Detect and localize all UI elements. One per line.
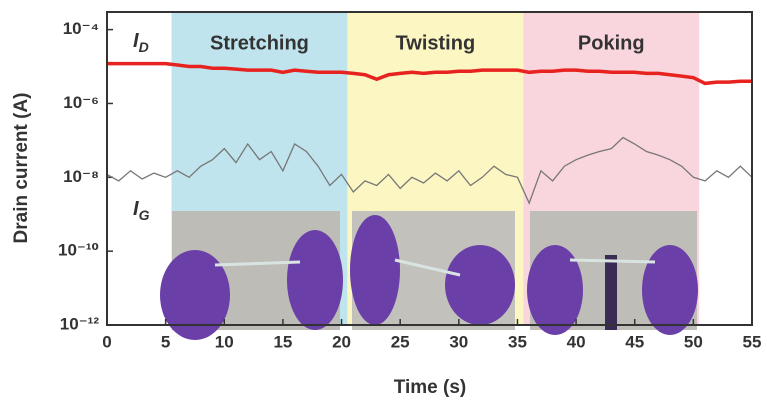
x-axis-title: Time (s) — [394, 377, 467, 398]
x-tick-label: 40 — [567, 332, 586, 351]
x-tick-label: 55 — [743, 332, 762, 351]
x-tick-label: 50 — [684, 332, 703, 351]
chart: Stretching Twisting Poking 0 5 10 15 20 25 30 35 40… — [0, 0, 767, 408]
y-tick-label: 10⁻¹² — [60, 314, 100, 333]
x-tick-label: 20 — [332, 332, 351, 351]
x-tick-label: 25 — [391, 332, 410, 351]
x-tick-label: 45 — [625, 332, 644, 351]
x-tick-label: 15 — [273, 332, 292, 351]
region-label: Poking — [578, 32, 645, 54]
photo — [350, 211, 515, 330]
region-label: Twisting — [396, 32, 476, 54]
photo — [527, 211, 698, 335]
y-axis-title: Drain current (A) — [11, 93, 32, 244]
y-tick-label: 10⁻¹⁰ — [58, 241, 99, 260]
x-tick-label: 10 — [215, 332, 234, 351]
series-label: ID — [133, 30, 149, 54]
x-tick-label: 30 — [449, 332, 468, 351]
x-tick-label: 0 — [102, 332, 111, 351]
x-tick-label: 5 — [161, 332, 170, 351]
y-tick-label: 10⁻⁸ — [63, 167, 99, 186]
y-tick-label: 10⁻⁴ — [63, 19, 99, 38]
y-tick-label: 10⁻⁶ — [63, 93, 99, 112]
photo — [160, 211, 343, 340]
series-label: IG — [133, 198, 150, 222]
region-label: Stretching — [210, 32, 309, 54]
x-tick-label: 35 — [508, 332, 527, 351]
photos — [160, 211, 698, 340]
